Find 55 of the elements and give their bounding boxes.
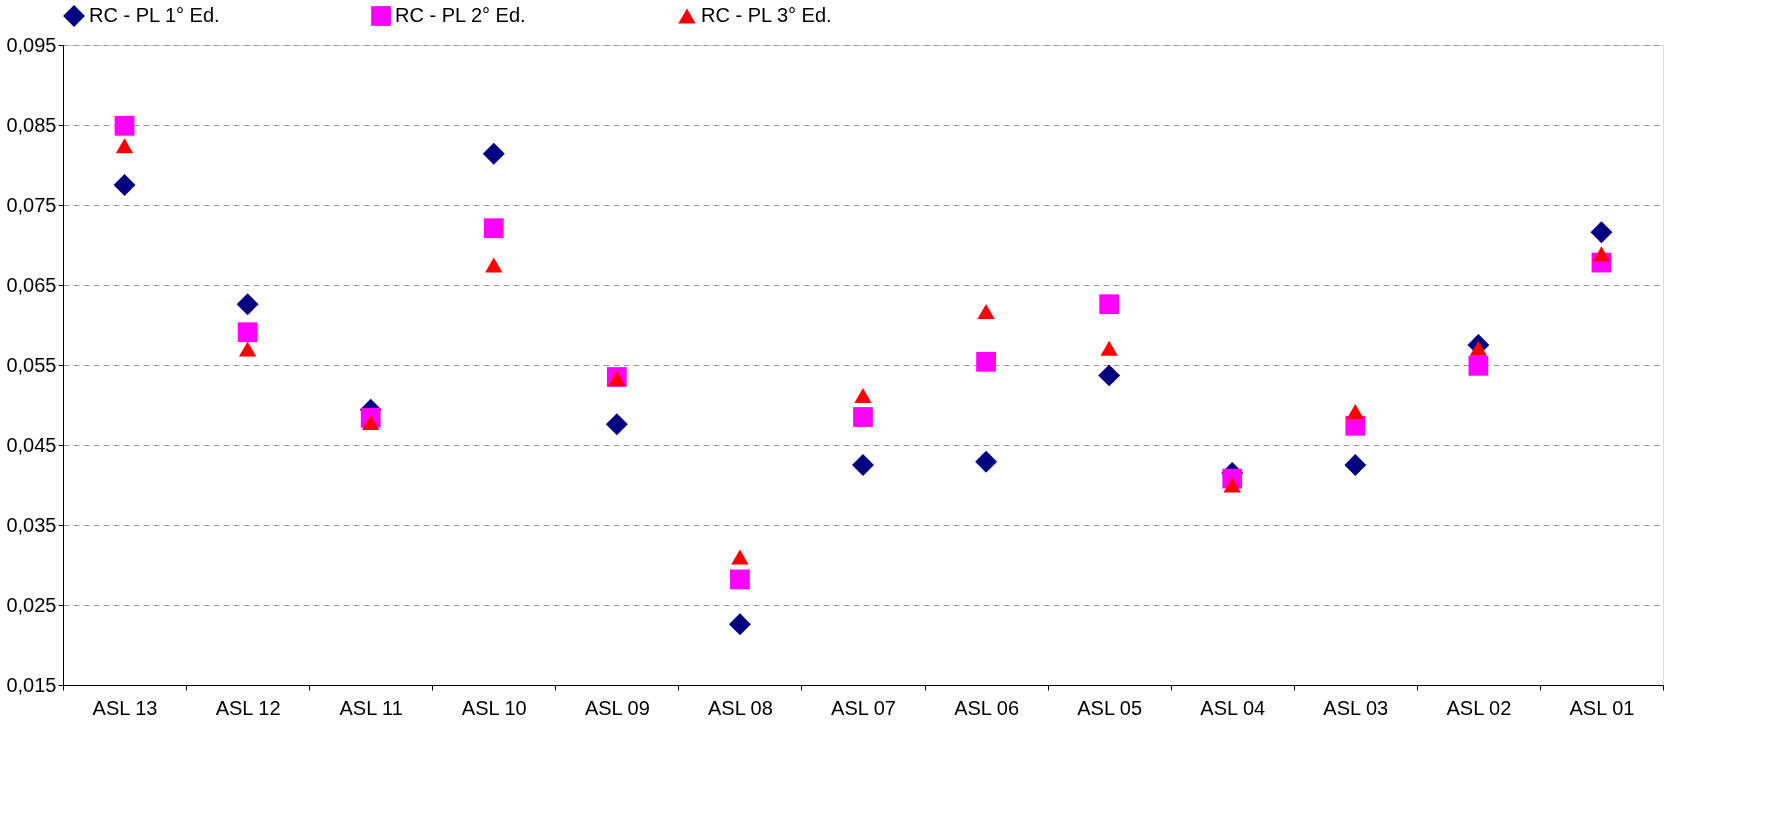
legend-label: RC - PL 3° Ed. <box>701 4 832 26</box>
y-tick-label: 0,045 <box>6 433 57 456</box>
x-tick-label: ASL 11 <box>339 696 403 719</box>
point <box>236 293 259 316</box>
y-tick-label: 0,065 <box>6 273 57 296</box>
point <box>1344 454 1367 476</box>
x-tick-label: ASL 07 <box>831 696 896 719</box>
point <box>1468 355 1489 376</box>
y-tick-label: 0,035 <box>6 513 57 536</box>
legend-label: RC - PL 2° Ed. <box>395 4 526 26</box>
point <box>237 322 258 343</box>
point <box>113 174 136 196</box>
x-tick-label: ASL 09 <box>584 696 650 719</box>
point <box>1590 221 1613 244</box>
point <box>115 138 134 154</box>
x-tick-label: ASL 13 <box>92 696 158 719</box>
point <box>852 454 874 476</box>
x-tick-label: ASL 06 <box>954 696 1020 719</box>
point <box>483 218 504 239</box>
point <box>1469 340 1488 356</box>
point <box>854 387 872 403</box>
point <box>977 303 995 319</box>
point <box>1098 364 1121 387</box>
point <box>975 450 998 473</box>
point <box>853 407 873 427</box>
x-tick-label: ASL 12 <box>215 696 281 719</box>
point <box>485 257 503 273</box>
point <box>1099 294 1120 315</box>
point <box>1346 403 1364 419</box>
point <box>114 115 135 136</box>
point <box>976 351 996 372</box>
point <box>238 341 257 357</box>
legend-label: RC - PL 1° Ed. <box>89 4 220 27</box>
y-tick-label: 0,055 <box>6 353 57 376</box>
point <box>1592 246 1611 262</box>
y-tick-label: 0,015 <box>6 673 57 696</box>
x-tick-label: ASL 03 <box>1323 696 1389 719</box>
x-tick-label: ASL 04 <box>1200 696 1266 719</box>
x-tick-label: ASL 08 <box>707 696 773 719</box>
point <box>362 415 380 431</box>
y-tick-label: 0,075 <box>6 193 57 216</box>
point <box>728 613 751 636</box>
point <box>482 142 505 165</box>
point <box>1100 340 1118 356</box>
point <box>731 549 749 565</box>
y-tick-label: 0,095 <box>6 33 57 56</box>
x-tick-label: ASL 01 <box>1569 696 1635 719</box>
x-tick-label: ASL 02 <box>1446 696 1512 719</box>
point <box>730 569 750 590</box>
x-tick-label: ASL 05 <box>1077 696 1143 719</box>
y-tick-label: 0,025 <box>6 593 57 616</box>
point <box>605 413 628 436</box>
y-tick-label: 0,085 <box>6 113 57 136</box>
point <box>1223 477 1241 493</box>
x-tick-label: ASL 10 <box>461 696 527 719</box>
